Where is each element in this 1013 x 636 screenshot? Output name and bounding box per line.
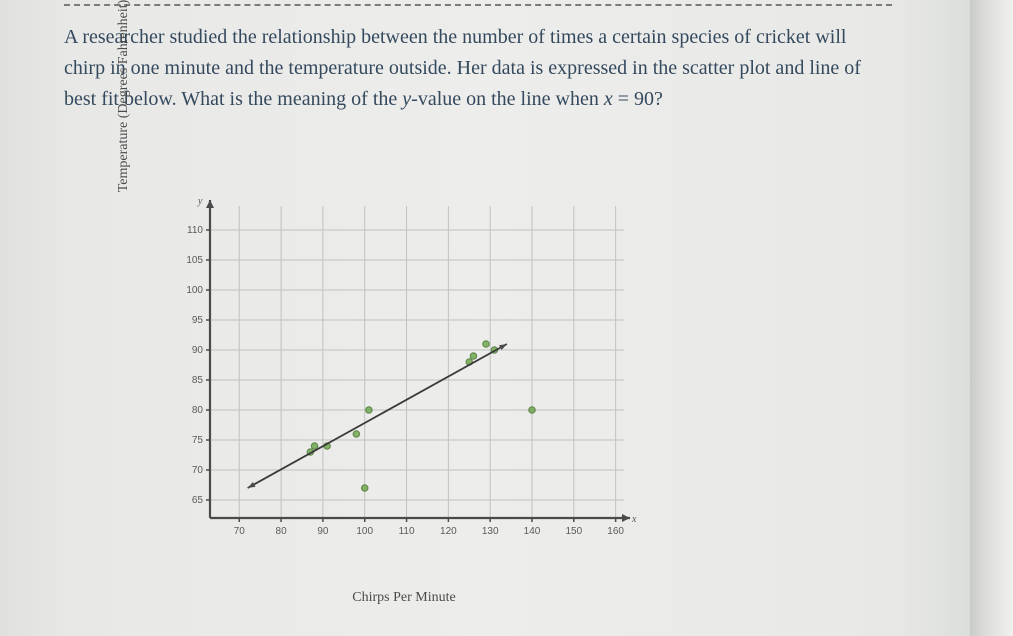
svg-text:140: 140 [524, 526, 541, 537]
page-sheet: A researcher studied the relationship be… [0, 0, 970, 636]
svg-text:120: 120 [440, 526, 457, 537]
svg-text:70: 70 [192, 465, 204, 476]
svg-text:85: 85 [192, 375, 204, 386]
svg-text:70: 70 [234, 526, 246, 537]
svg-text:y: y [197, 196, 203, 207]
axes: yx [197, 196, 637, 525]
svg-text:x: x [631, 514, 637, 525]
svg-text:110: 110 [187, 225, 203, 236]
scatter-chart: Temperature (Degrees Fahrenheit) Chirps … [124, 176, 684, 616]
tick-labels: 65 70 75 80 85 90 95 100 105 110 70 80 90 100 110 120 13… [186, 225, 624, 537]
data-points [307, 341, 535, 491]
svg-text:150: 150 [565, 526, 582, 537]
svg-text:105: 105 [186, 255, 203, 266]
svg-text:90: 90 [192, 345, 204, 356]
y-axis-label: Temperature (Degrees Fahrenheit) [116, 0, 132, 246]
svg-text:110: 110 [399, 526, 415, 537]
gridlines [210, 206, 624, 518]
x-axis-label: Chirps Per Minute [274, 590, 534, 606]
svg-text:75: 75 [192, 435, 204, 446]
svg-text:80: 80 [192, 405, 204, 416]
svg-text:95: 95 [192, 315, 204, 326]
svg-text:80: 80 [276, 526, 288, 537]
best-fit-line [248, 344, 507, 488]
top-divider [64, 4, 892, 6]
plot-area: yx 6570758085909510010511070809010011012… [182, 188, 642, 556]
svg-text:130: 130 [482, 526, 499, 537]
svg-text:100: 100 [186, 285, 203, 296]
svg-text:160: 160 [607, 526, 624, 537]
binding-edge [970, 0, 1013, 636]
svg-text:100: 100 [356, 526, 373, 537]
svg-text:90: 90 [317, 526, 329, 537]
svg-text:65: 65 [192, 495, 204, 506]
question-text: A researcher studied the relationship be… [64, 22, 892, 115]
